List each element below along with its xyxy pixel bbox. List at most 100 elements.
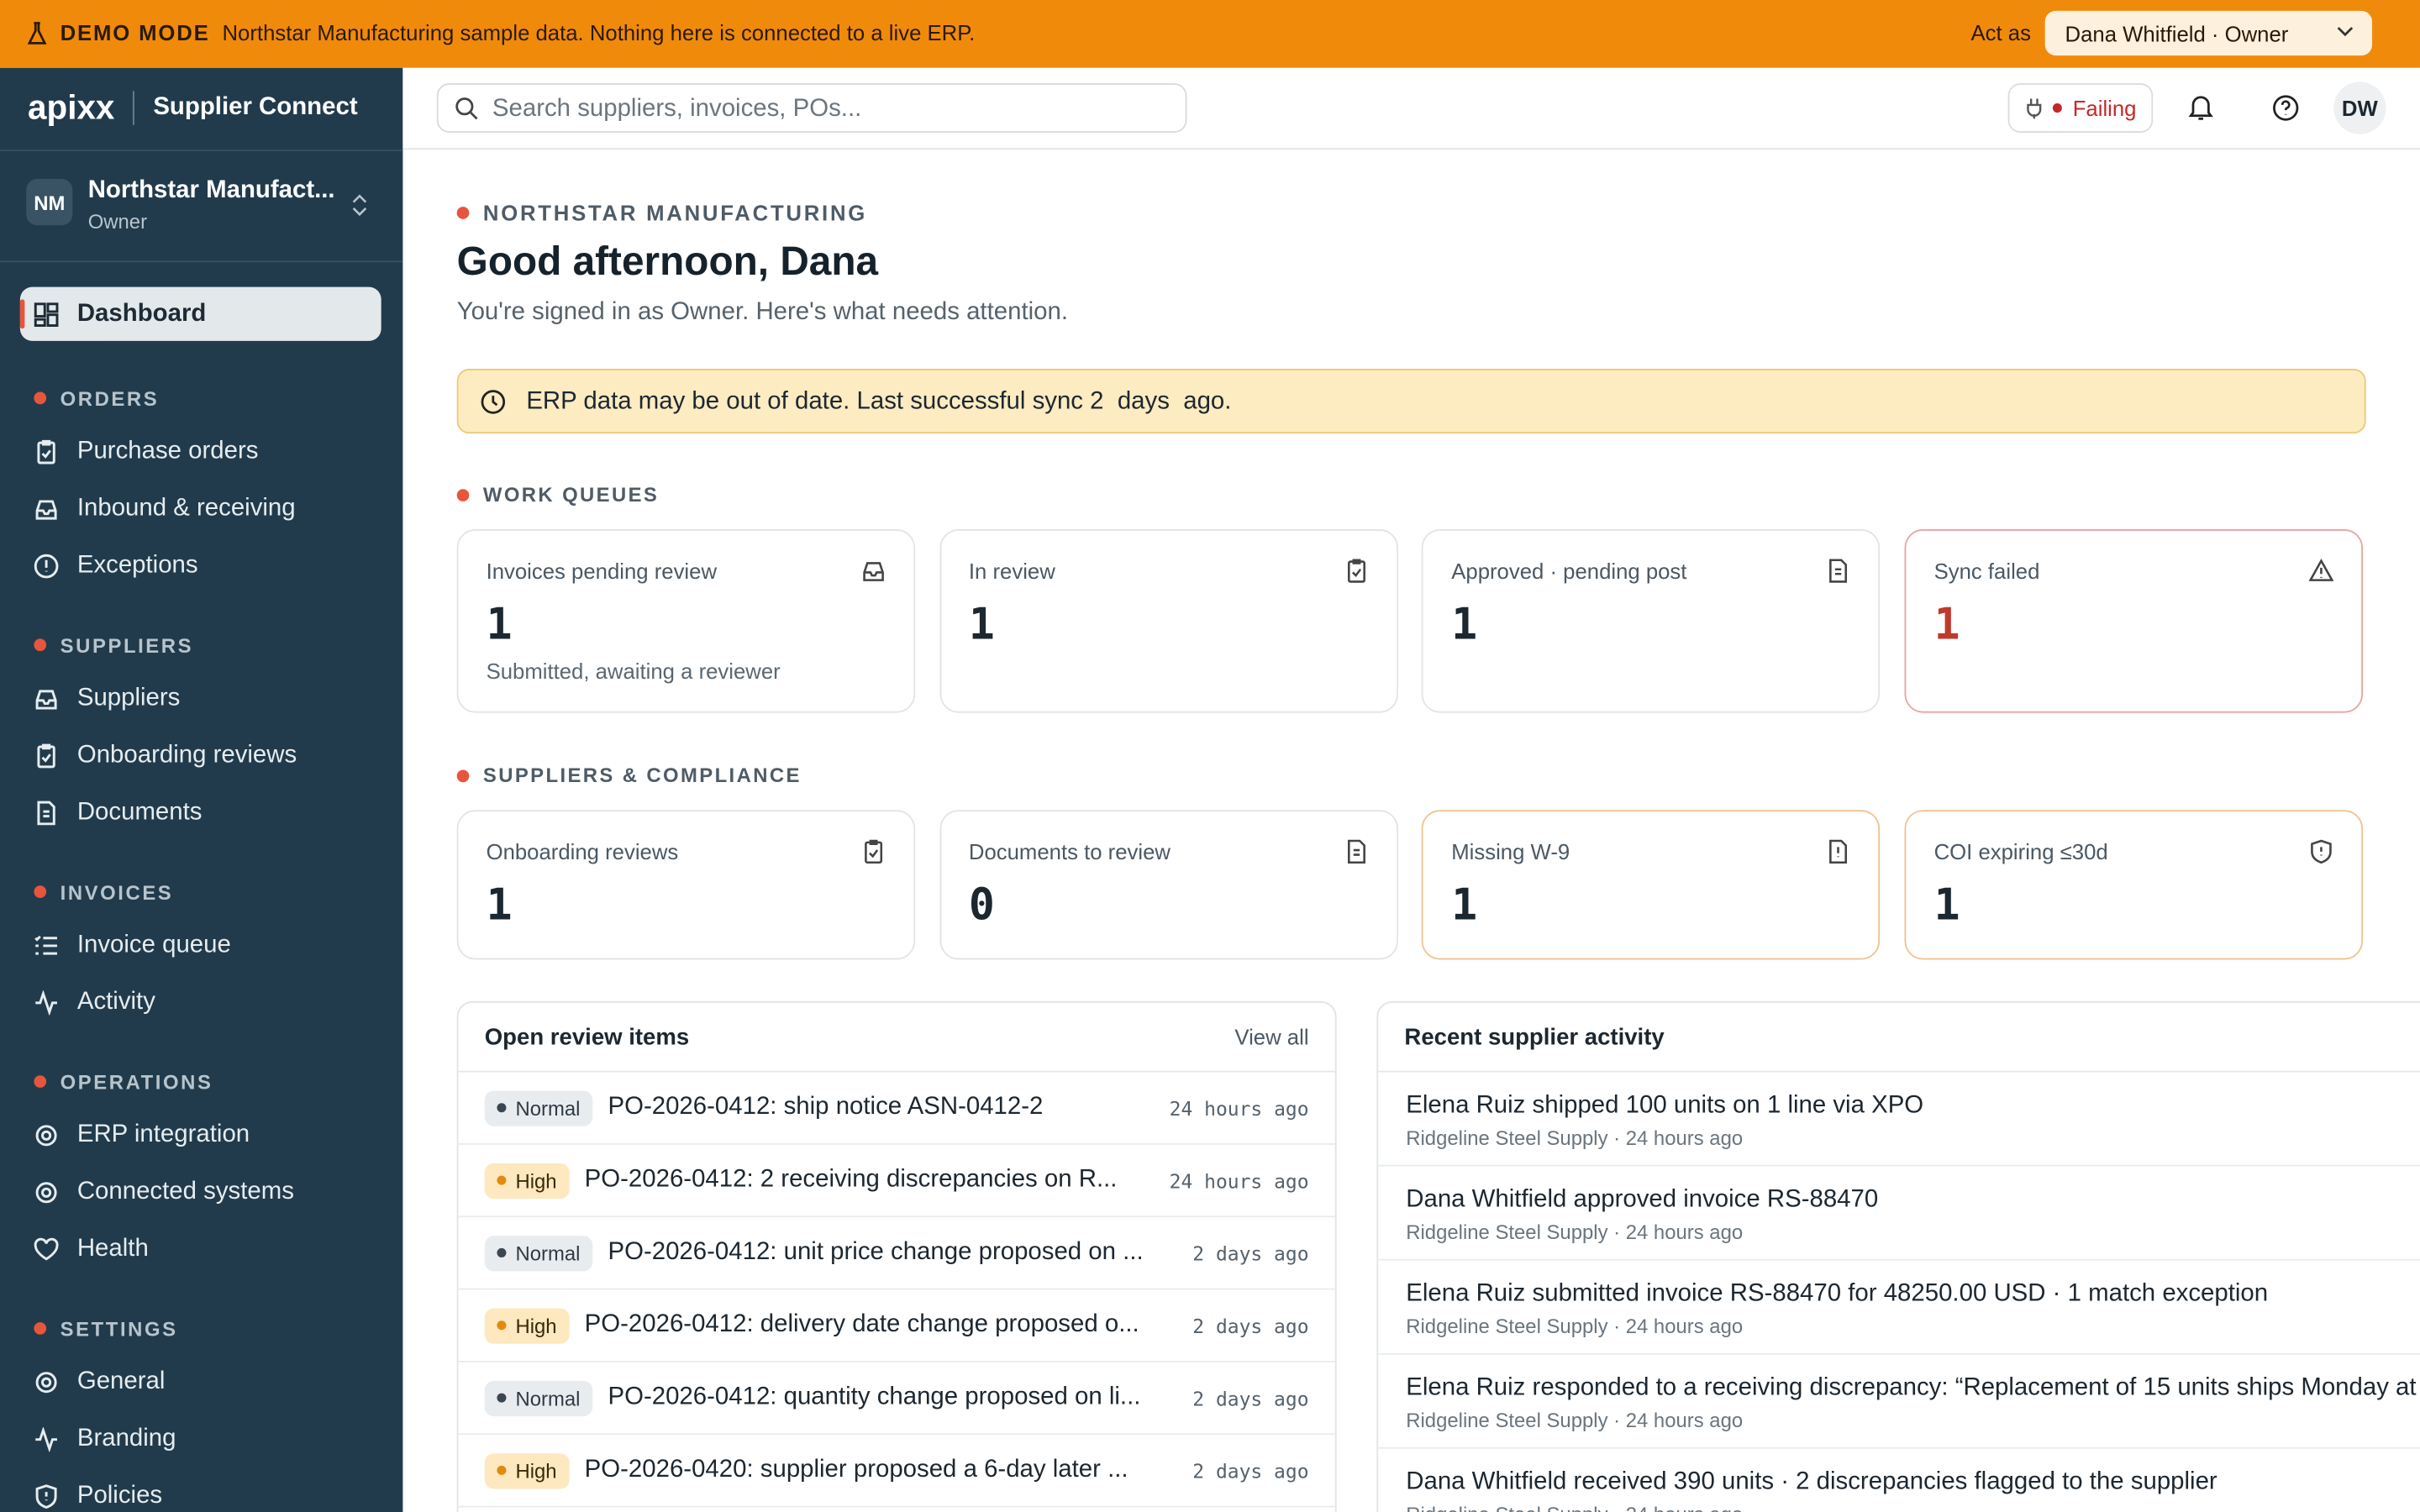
priority-label: High xyxy=(515,1458,557,1483)
nav-section-title: OPERATIONS xyxy=(0,1066,402,1097)
status-text: Failing xyxy=(2072,95,2137,121)
icon xyxy=(35,1483,57,1509)
nav-section-title: SUPPLIERS xyxy=(0,629,402,660)
act-as-select[interactable]: Dana Whitfield · Owner xyxy=(2044,10,2373,56)
nav-item[interactable]: Connected systems xyxy=(0,1163,402,1221)
card-icon xyxy=(2308,559,2334,581)
review-item[interactable]: Normal PO-2026-0412: ship notice ASN-0412… xyxy=(458,1073,1335,1145)
logo: apixx xyxy=(28,87,115,127)
nav-item[interactable]: Onboarding reviews xyxy=(0,727,402,784)
icon xyxy=(37,800,55,825)
search-box[interactable]: Search suppliers, invoices, POs... xyxy=(436,83,1187,133)
nav-item[interactable]: Suppliers xyxy=(0,669,402,727)
activity-text: Elena Ruiz submitted invoice RS-88470 fo… xyxy=(1406,1280,2269,1307)
banner-message: Northstar Manufacturing sample data. Not… xyxy=(222,19,976,45)
nav-item[interactable]: Branding xyxy=(0,1410,402,1467)
section-heading: SUPPLIERS & COMPLIANCE xyxy=(456,764,802,787)
metric-card[interactable]: Approved · pending post 1 xyxy=(1422,528,1881,713)
icon xyxy=(35,689,57,709)
priority-pill: High xyxy=(484,1162,570,1199)
nav-item[interactable]: Exceptions xyxy=(0,537,402,594)
nav-item[interactable]: Purchase orders xyxy=(0,423,402,480)
card-value: 1 xyxy=(486,879,513,931)
sidebar: apixx Supplier Connect NM Northstar Manu… xyxy=(0,67,403,1512)
org-initials: NM xyxy=(26,179,73,226)
search-icon xyxy=(455,97,478,120)
nav-item[interactable]: Documents xyxy=(0,784,402,841)
icon xyxy=(35,990,57,1015)
metric-card[interactable]: Invoices pending review 1 Submitted, awa… xyxy=(456,528,916,713)
review-text: PO-2026-0412: 2 receiving discrepancies … xyxy=(584,1166,1118,1193)
review-panel: Open review items View all Normal PO-2026-… xyxy=(456,1001,1337,1512)
help-icon[interactable] xyxy=(2272,94,2300,122)
nav-item[interactable]: Policies xyxy=(0,1467,402,1512)
nav-active[interactable]: Dashboard xyxy=(19,286,381,341)
nav-label: Health xyxy=(76,1235,149,1262)
org-switcher[interactable]: NM Northstar Manufact... Owner xyxy=(0,150,403,263)
nav-label: Documents xyxy=(76,798,203,825)
erp-status[interactable]: Failing xyxy=(2007,83,2154,133)
view-all-link[interactable]: View all xyxy=(1234,1024,1309,1049)
nav-section: ORDERS Purchase orders Inbound & receiving… xyxy=(0,383,402,595)
panel-header: Open review items View all xyxy=(458,1003,1335,1073)
review-item[interactable]: Normal PO-2026-0412: quantity change prop… xyxy=(458,1362,1335,1436)
panel-header: Recent supplier activity xyxy=(1378,1003,2420,1073)
card-value: 0 xyxy=(968,879,995,931)
bell-icon[interactable] xyxy=(2188,94,2213,122)
priority-label: Normal xyxy=(515,1095,581,1120)
review-time: 2 days ago xyxy=(1192,1241,1309,1265)
nav-item[interactable]: General xyxy=(0,1353,402,1410)
priority-pill: Normal xyxy=(484,1379,593,1416)
section-label: INVOICES xyxy=(60,879,174,904)
section-label: ORDERS xyxy=(60,386,160,410)
review-item[interactable]: High PO-2026-0412: delivery date change p… xyxy=(458,1290,1335,1362)
metric-card[interactable]: COI expiring ≤30d 1 xyxy=(1904,810,2364,960)
activity-list: Elena Ruiz shipped 100 units on 1 line v… xyxy=(1378,1073,2420,1512)
eyebrow: NORTHSTAR MANUFACTURING xyxy=(456,201,867,225)
review-text: PO-2026-0420: supplier proposed a 6-day … xyxy=(584,1456,1128,1483)
chevron xyxy=(2337,27,2354,37)
nav-label: Connected systems xyxy=(76,1178,294,1205)
nav-section: SETTINGS General Branding Policies xyxy=(0,1313,402,1512)
metric-card[interactable]: Documents to review 0 xyxy=(939,810,1398,960)
page-subtitle: You're signed in as Owner. Here's what n… xyxy=(456,299,1068,326)
priority-pill: Normal xyxy=(484,1089,593,1126)
nav-item[interactable]: Activity xyxy=(0,974,402,1031)
activity-item: Dana Whitfield received 390 units · 2 di… xyxy=(1378,1449,2420,1512)
nav-item[interactable]: Health xyxy=(0,1221,402,1278)
review-item[interactable]: Normal PO-2026-0412: unit price change pr… xyxy=(458,1217,1335,1290)
topbar: Search suppliers, invoices, POs... Faili… xyxy=(402,67,2420,150)
icon xyxy=(35,1181,57,1203)
section-heading: WORK QUEUES xyxy=(456,483,660,506)
metric-card[interactable]: Sync failed 1 xyxy=(1904,528,2364,713)
activity-text: Dana Whitfield approved invoice RS-88470 xyxy=(1406,1186,1879,1213)
demo-banner: DEMO MODE Northstar Manufacturing sample… xyxy=(0,0,2420,68)
icon xyxy=(34,1236,59,1260)
review-time: 2 days ago xyxy=(1192,1386,1309,1410)
metric-card[interactable]: In review 1 xyxy=(939,528,1398,713)
icon xyxy=(34,553,59,578)
review-item[interactable]: High PO-2026-0420: supplier proposed a 6-… xyxy=(458,1435,1335,1508)
nav-section: OPERATIONS ERP integration Connected syste… xyxy=(0,1066,402,1278)
priority-label: High xyxy=(515,1313,557,1337)
nav-label: Purchase orders xyxy=(76,437,259,464)
card-label: In review xyxy=(968,558,1055,584)
nav-sections: ORDERS Purchase orders Inbound & receiving… xyxy=(0,383,402,1512)
review-text: PO-2026-0412: unit price change proposed… xyxy=(608,1238,1144,1266)
metric-card[interactable]: Missing W-9 1 xyxy=(1422,810,1881,960)
clock-icon xyxy=(481,390,506,414)
dashboard-icon xyxy=(34,302,59,327)
card-icon xyxy=(2311,839,2332,864)
avatar[interactable]: DW xyxy=(2333,81,2386,134)
activity-item: Elena Ruiz submitted invoice RS-88470 fo… xyxy=(1378,1261,2420,1355)
icon xyxy=(35,1124,57,1146)
nav-item[interactable]: Invoice queue xyxy=(0,916,402,974)
review-item[interactable]: High PO-2026-0412: 2 receiving discrepanc… xyxy=(458,1145,1335,1218)
nav-item[interactable]: Inbound & receiving xyxy=(0,480,402,537)
nav-item[interactable]: ERP integration xyxy=(0,1106,402,1163)
card-label: Approved · pending post xyxy=(1451,558,1687,584)
metric-card[interactable]: Onboarding reviews 1 xyxy=(456,810,916,960)
mode-label: DEMO MODE xyxy=(60,19,210,45)
activity-item: Elena Ruiz shipped 100 units on 1 line v… xyxy=(1378,1073,2420,1167)
